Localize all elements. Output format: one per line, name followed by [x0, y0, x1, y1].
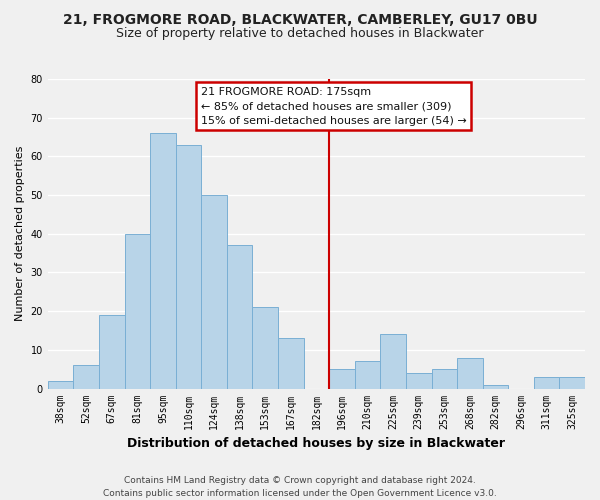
Bar	[48, 381, 73, 388]
Text: 21 FROGMORE ROAD: 175sqm
← 85% of detached houses are smaller (309)
15% of semi-: 21 FROGMORE ROAD: 175sqm ← 85% of detach…	[201, 86, 467, 126]
Bar	[534, 377, 559, 388]
Text: Size of property relative to detached houses in Blackwater: Size of property relative to detached ho…	[116, 28, 484, 40]
Text: 21, FROGMORE ROAD, BLACKWATER, CAMBERLEY, GU17 0BU: 21, FROGMORE ROAD, BLACKWATER, CAMBERLEY…	[62, 12, 538, 26]
Bar	[329, 369, 355, 388]
Bar	[380, 334, 406, 388]
Bar	[278, 338, 304, 388]
Bar	[559, 377, 585, 388]
Y-axis label: Number of detached properties: Number of detached properties	[15, 146, 25, 322]
X-axis label: Distribution of detached houses by size in Blackwater: Distribution of detached houses by size …	[127, 437, 505, 450]
Bar	[431, 369, 457, 388]
Bar	[482, 384, 508, 388]
Bar	[457, 358, 482, 388]
Bar	[150, 133, 176, 388]
Bar	[406, 373, 431, 388]
Bar	[176, 145, 201, 388]
Text: Contains HM Land Registry data © Crown copyright and database right 2024.
Contai: Contains HM Land Registry data © Crown c…	[103, 476, 497, 498]
Bar	[73, 366, 99, 388]
Bar	[201, 195, 227, 388]
Bar	[355, 362, 380, 388]
Bar	[125, 234, 150, 388]
Bar	[99, 315, 125, 388]
Bar	[253, 308, 278, 388]
Bar	[227, 246, 253, 388]
